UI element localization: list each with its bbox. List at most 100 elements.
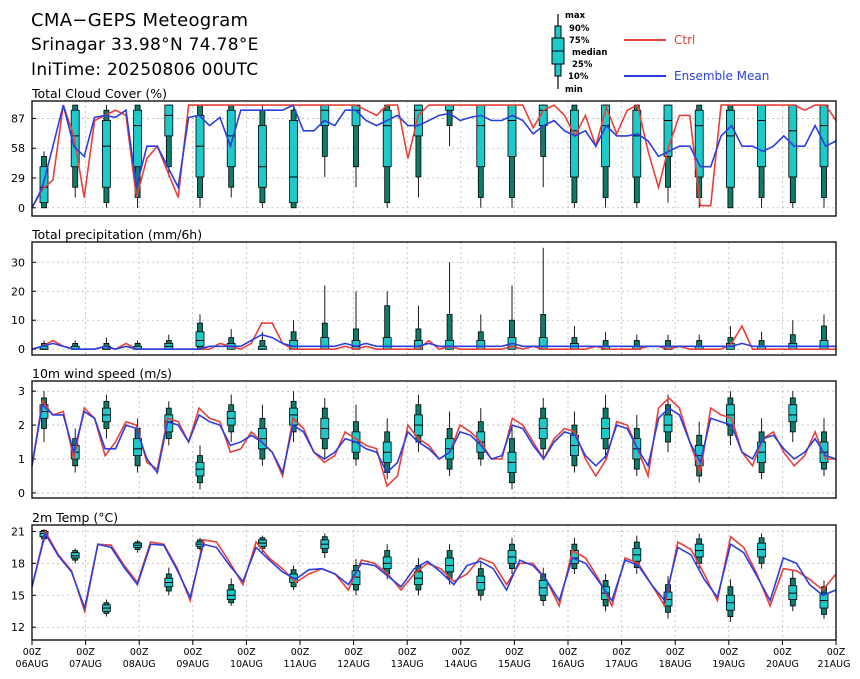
panel-3: 12 15 18 21 <box>11 524 837 641</box>
ensemble-mean-line <box>31 531 837 612</box>
box-inner <box>133 109 143 168</box>
x-tick-date: 18AUG <box>659 659 692 670</box>
box-inner <box>507 104 517 157</box>
box-inner <box>570 109 579 178</box>
x-tick-date: 10AUG <box>230 659 263 670</box>
box-inner <box>632 109 642 178</box>
box-inner <box>382 109 392 168</box>
x-tick-date: 17AUG <box>605 659 638 670</box>
y-tick-label: 0 <box>18 487 25 500</box>
legend-p90-label: 90% <box>569 24 590 34</box>
x-tick-date: 13AUG <box>391 659 424 670</box>
ensemble-box <box>195 104 205 208</box>
x-tick-date: 16AUG <box>552 659 585 670</box>
panel-2: 0 1 2 3 <box>18 380 837 500</box>
y-tick-label: 1 <box>18 453 25 466</box>
panel-frame <box>31 241 837 356</box>
ensemble-box <box>257 404 267 466</box>
panel-0: 0 29 58 87 <box>11 100 837 217</box>
ensemble-box <box>570 104 579 208</box>
legend-p10-label: 10% <box>568 72 589 82</box>
panel-1: 0 10 20 30 <box>11 241 837 356</box>
x-tick-hour: 00Z <box>451 647 470 658</box>
box-inner <box>476 575 486 591</box>
ensemble-box <box>476 561 486 601</box>
panel-title-temp: 2m Temp (°C) <box>32 510 119 525</box>
ensemble-box <box>726 579 735 622</box>
ensemble-box <box>788 391 798 443</box>
x-tick-hour: 00Z <box>237 647 256 658</box>
ensemble-box <box>788 569 798 612</box>
ensemble-box <box>476 104 486 208</box>
panel-title-cloud: Total Cloud Cover (%) <box>32 86 168 101</box>
y-tick-label: 30 <box>11 256 25 269</box>
x-tick-hour: 00Z <box>398 647 417 658</box>
x-tick-date: 15AUG <box>498 659 531 670</box>
ensemble-box <box>164 567 174 596</box>
box-inner <box>413 104 423 137</box>
ensemble-box <box>70 548 80 564</box>
ensemble-box <box>757 533 766 569</box>
y-tick-label: 15 <box>11 589 25 602</box>
panel-frame <box>31 380 837 499</box>
ensemble-box <box>632 535 642 574</box>
panel-title-wind: 10m wind speed (m/s) <box>32 366 172 381</box>
x-tick-hour: 00Z <box>612 647 631 658</box>
ensemble-box <box>632 104 642 208</box>
x-tick-date: 20AUG <box>766 659 799 670</box>
ensemble-box <box>726 104 735 209</box>
box-inner <box>476 104 486 168</box>
y-tick-label: 0 <box>18 202 25 215</box>
x-tick-hour: 00Z <box>76 647 95 658</box>
y-tick-label: 29 <box>11 172 25 185</box>
ensemble-box <box>133 539 143 553</box>
box-inner <box>819 340 829 350</box>
box-inner <box>538 337 548 350</box>
ensemble-mean-line <box>31 403 837 475</box>
box-inner <box>320 337 330 350</box>
x-tick-hour: 00Z <box>666 647 685 658</box>
ensemble-box <box>102 105 111 208</box>
ensemble-box <box>538 104 548 188</box>
y-tick-label: 58 <box>11 142 25 155</box>
x-tick-hour: 00Z <box>719 647 738 658</box>
ensemble-box <box>320 397 330 459</box>
legend-ctrl-label: Ctrl <box>674 33 696 47</box>
box-inner <box>382 337 392 350</box>
y-tick-label: 12 <box>11 621 25 634</box>
y-tick-label: 20 <box>11 285 25 298</box>
y-tick-label: 3 <box>18 385 25 398</box>
ensemble-box <box>570 537 579 574</box>
box-inner <box>133 438 143 457</box>
ensemble-box <box>289 105 299 209</box>
x-tick-date: 09AUG <box>176 659 209 670</box>
x-tick-hour: 00Z <box>23 647 42 658</box>
ensemble-box <box>663 394 673 453</box>
legend-max-label: max <box>565 11 586 21</box>
panel-bg <box>32 242 836 355</box>
panel-bg <box>32 381 836 498</box>
box-inner <box>164 104 174 137</box>
panel-frame <box>31 524 837 641</box>
x-tick-date: 12AUG <box>337 659 370 670</box>
x-tick-hour: 00Z <box>183 647 202 658</box>
ensemble-box <box>507 537 517 574</box>
box-inner <box>102 120 111 188</box>
x-tick-date: 06AUG <box>16 659 49 670</box>
ensemble-box <box>289 391 299 443</box>
legend-p75-label: 75% <box>569 36 590 46</box>
ctrl-series-line <box>31 103 837 209</box>
ensemble-box <box>102 394 111 439</box>
ensemble-mean-line <box>31 104 837 209</box>
legend-mean-label: Ensemble Mean <box>674 69 770 83</box>
y-tick-label: 0 <box>18 343 25 356</box>
chart-title: CMA−GEPS Meteogram <box>31 10 249 31</box>
ensemble-box <box>164 104 174 177</box>
x-tick-hour: 00Z <box>291 647 310 658</box>
panel-title-precip: Total precipitation (mm/6h) <box>32 227 203 242</box>
box-inner <box>226 589 236 600</box>
ensemble-box <box>320 104 330 177</box>
x-tick-date: 08AUG <box>123 659 156 670</box>
